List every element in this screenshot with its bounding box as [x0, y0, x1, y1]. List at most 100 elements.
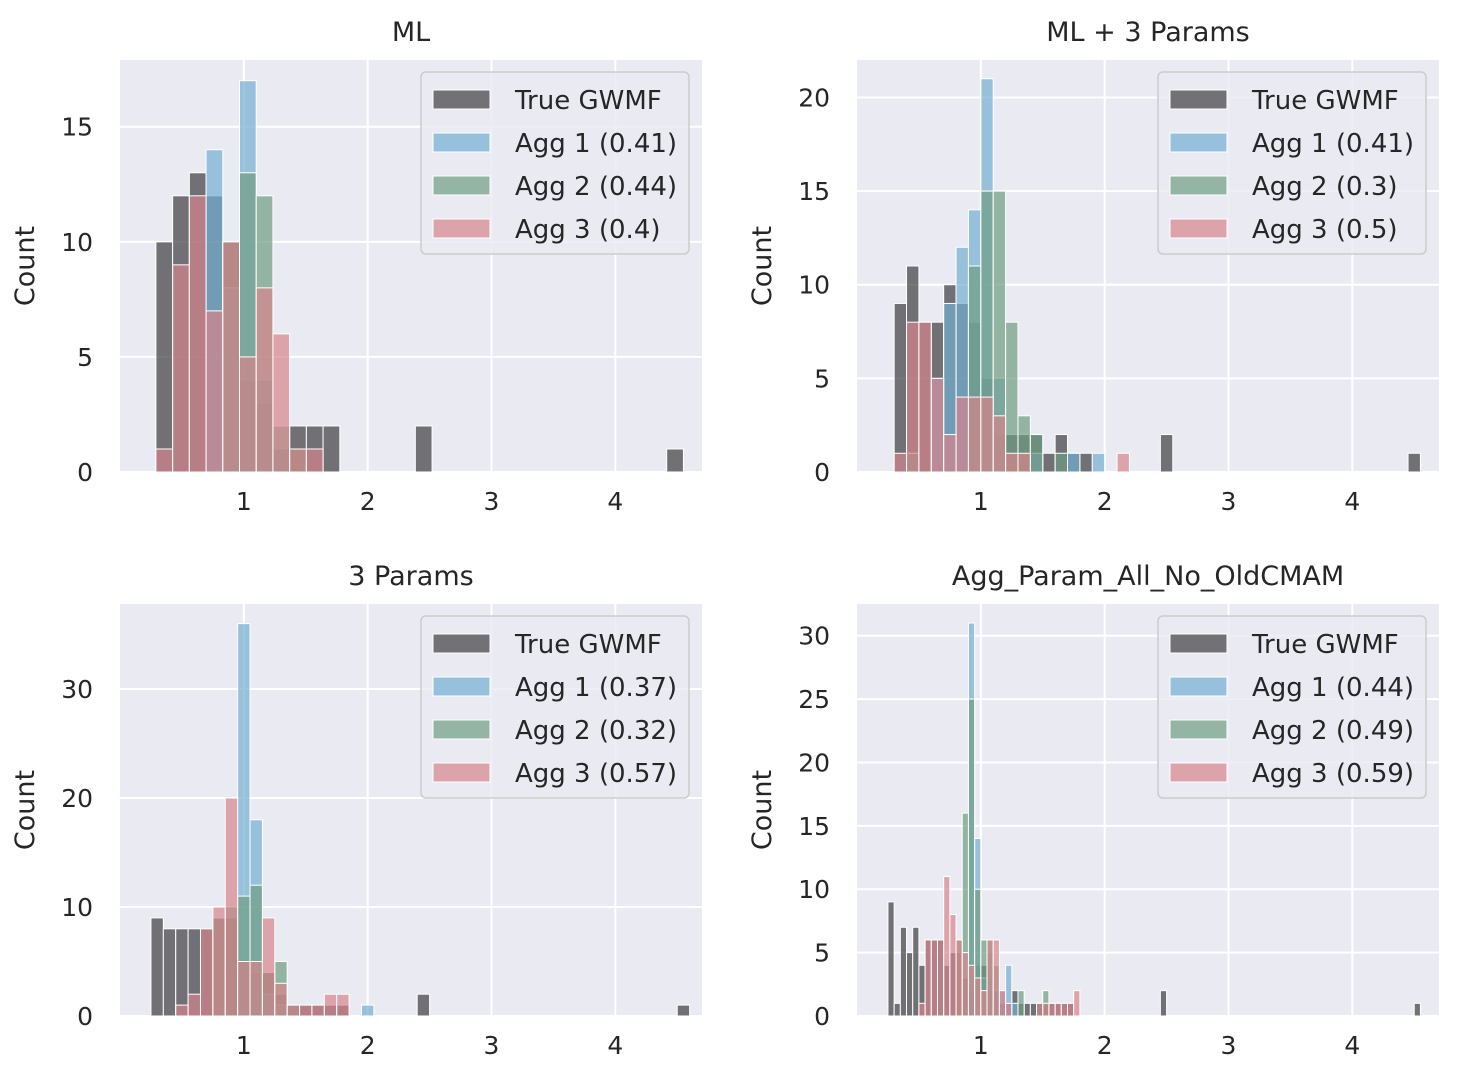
- histogram-bar: [255, 287, 274, 473]
- histogram-bar: [175, 1004, 189, 1017]
- histogram-bar: [311, 1004, 325, 1017]
- subplot-title: ML + 3 Params: [1046, 17, 1250, 48]
- y-tick-label: 25: [798, 685, 830, 714]
- legend-swatch: [1169, 89, 1228, 110]
- subplot-1: 1 2 3 4 0 5 10 15 Count ML True GWMF Agg 1 (0.41) Ag…: [10, 17, 702, 516]
- y-tick-label: 10: [798, 875, 830, 904]
- y-tick-label: 20: [798, 83, 830, 112]
- y-tick-label: 20: [798, 748, 830, 777]
- histogram-bar: [924, 939, 932, 1017]
- histogram-bar: [666, 448, 684, 473]
- histogram-bar: [918, 1002, 926, 1017]
- histogram-bar: [1413, 1002, 1421, 1017]
- subplot-title: Agg_Param_All_No_OldCMAM: [952, 561, 1344, 592]
- histogram-bar: [199, 928, 214, 1017]
- histogram-bar: [930, 377, 945, 473]
- histogram-bar: [289, 448, 307, 473]
- histogram-bar: [323, 993, 338, 1017]
- legend-frame: [1157, 615, 1427, 799]
- legend-entry-label: True GWMF: [1251, 630, 1399, 660]
- histogram-bar: [1073, 990, 1081, 1017]
- histogram-bar: [1005, 321, 1019, 473]
- x-tick-label: 3: [484, 1031, 500, 1060]
- legend-entry-label: True GWMF: [514, 630, 662, 660]
- y-tick-label: 0: [814, 1002, 830, 1031]
- histogram-bar: [155, 448, 174, 473]
- histogram-bar: [286, 1004, 301, 1017]
- legend: True GWMF Agg 1 (0.37) Agg 2 (0.32) Agg 3 (…: [420, 615, 690, 799]
- histogram-bar: [887, 901, 895, 1017]
- x-tick-label: 4: [607, 1031, 623, 1060]
- histogram-bar: [1036, 1002, 1044, 1017]
- legend-swatch: [432, 218, 491, 239]
- legend-swatch: [432, 175, 491, 196]
- legend-swatch: [432, 633, 491, 654]
- histogram-bar: [237, 961, 251, 1017]
- y-tick-label: 5: [814, 939, 830, 968]
- histogram-bar: [188, 195, 207, 473]
- histogram-bar: [676, 1004, 691, 1017]
- x-tick-label: 2: [1097, 487, 1113, 516]
- histogram-bar: [992, 939, 1000, 1017]
- histogram-bar: [1067, 452, 1081, 473]
- legend-entry-label: Agg 3 (0.57): [515, 759, 677, 789]
- histogram-bar: [1048, 1002, 1056, 1017]
- histogram-bar: [1042, 452, 1056, 473]
- histogram-bar: [899, 926, 908, 1017]
- histogram-bar: [918, 321, 932, 473]
- legend-swatch: [1169, 762, 1228, 783]
- histogram-bar: [1116, 452, 1130, 473]
- subplot-title: 3 Params: [348, 561, 473, 592]
- legend-entry-label: Agg 2 (0.44): [515, 172, 677, 202]
- legend-frame: [420, 71, 690, 255]
- x-tick-label: 2: [360, 487, 376, 516]
- legend-entry-label: Agg 2 (0.49): [1252, 716, 1414, 746]
- histogram-bar: [1091, 452, 1106, 473]
- histogram-bar: [150, 917, 164, 1017]
- legend: True GWMF Agg 1 (0.41) Agg 2 (0.44) Agg 3 (…: [420, 71, 690, 255]
- histogram-bar: [930, 939, 938, 1017]
- histogram-bar: [949, 914, 957, 1017]
- histogram-bar: [1159, 990, 1168, 1017]
- x-tick-label: 1: [236, 487, 252, 516]
- legend-swatch: [1169, 676, 1228, 697]
- y-tick-label: 0: [77, 1002, 93, 1031]
- legend-swatch: [1169, 175, 1228, 196]
- histogram-bar: [1079, 452, 1093, 473]
- histogram-bar: [1042, 1002, 1050, 1017]
- histogram-bar: [893, 302, 908, 473]
- legend-swatch: [1169, 218, 1228, 239]
- histogram-bar: [1054, 452, 1069, 473]
- histogram-bar: [416, 993, 431, 1017]
- y-tick-label: 0: [814, 458, 830, 487]
- legend-swatch: [1169, 633, 1228, 654]
- histogram-bar: [414, 425, 433, 473]
- histogram-bar: [986, 939, 994, 1017]
- series-4: [155, 195, 324, 473]
- histogram-bar: [1005, 452, 1019, 473]
- histogram-bar: [187, 993, 201, 1017]
- legend-entry-label: Agg 3 (0.4): [515, 215, 661, 245]
- series-4: [918, 876, 1081, 1017]
- y-axis-label: Count: [747, 770, 778, 850]
- x-tick-label: 3: [1221, 487, 1237, 516]
- y-tick-label: 0: [77, 458, 93, 487]
- histogram-bar: [1054, 1002, 1062, 1017]
- histogram-bar: [912, 926, 920, 1017]
- legend-entry-label: Agg 1 (0.41): [515, 129, 677, 159]
- y-tick-label: 30: [798, 622, 830, 651]
- y-axis-label: Count: [10, 226, 41, 306]
- histogram-bar: [224, 797, 239, 1017]
- legend-swatch: [432, 762, 491, 783]
- histogram-bar: [1029, 1002, 1038, 1017]
- y-tick-label: 30: [61, 675, 93, 704]
- histogram-bar: [955, 939, 963, 1017]
- histogram-bar: [249, 961, 263, 1017]
- subplot-2: 1 2 3 4 0 5 10 15 20 Count ML + 3 Params True GWMF A…: [747, 17, 1439, 516]
- legend-swatch: [432, 132, 491, 153]
- histogram-bar: [980, 990, 988, 1017]
- series-4: [175, 797, 350, 1017]
- legend-entry-label: Agg 1 (0.37): [515, 673, 677, 703]
- histogram-bar: [893, 452, 908, 473]
